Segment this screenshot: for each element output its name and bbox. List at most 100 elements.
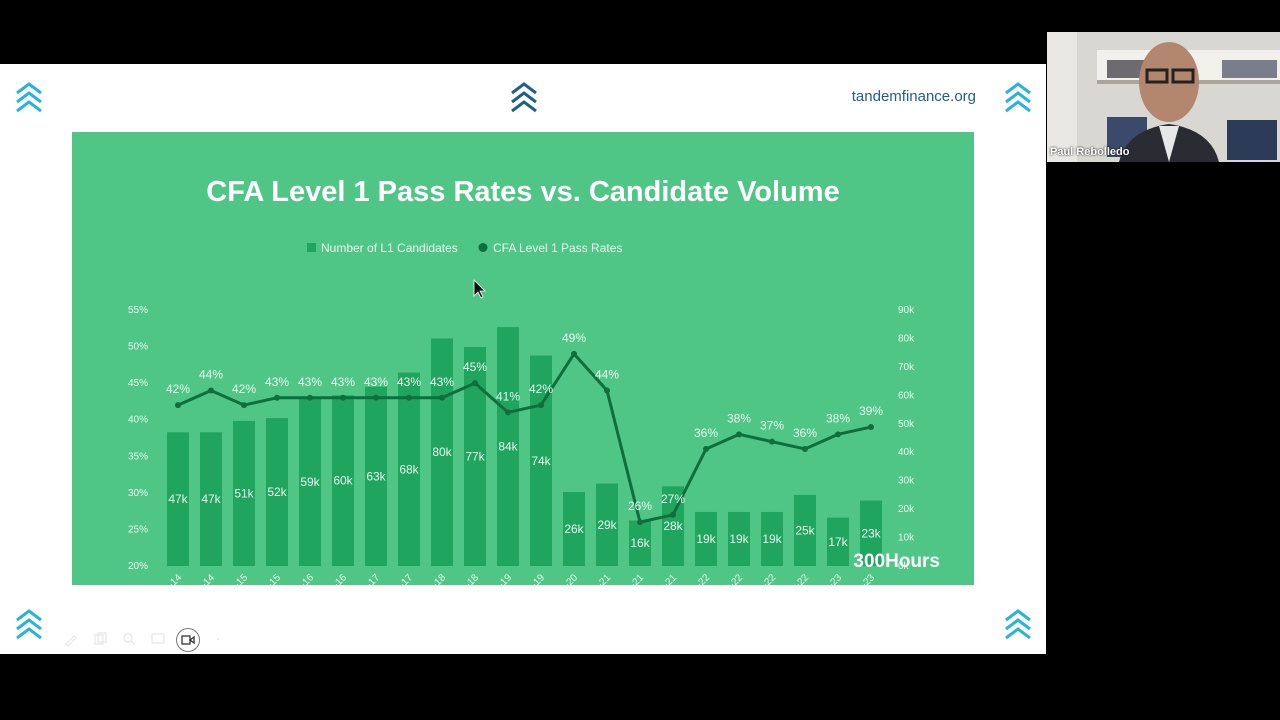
x-tick-label: Jun-16 — [287, 572, 317, 585]
more-icon[interactable] — [207, 628, 229, 650]
bar-data-label: 47k — [168, 492, 188, 506]
bar-data-label: 63k — [366, 469, 386, 483]
bar-data-label: 60k — [333, 474, 353, 488]
pass-rate-data-label: 27% — [661, 492, 685, 506]
legend-label: Number of L1 Candidates — [321, 241, 458, 255]
chevron-logo-icon — [1005, 609, 1031, 640]
pass-rate-data-label: 43% — [364, 375, 388, 389]
screen-icon[interactable] — [147, 628, 169, 650]
pass-rate-data-label: 42% — [232, 382, 256, 396]
x-tick-label: Dec-17 — [385, 572, 416, 585]
x-tick-label: Nov-22 — [781, 572, 812, 585]
bar — [398, 372, 420, 566]
y-left-tick-label: 55% — [128, 305, 148, 316]
bar-data-label: 19k — [762, 532, 782, 546]
pass-rate-data-label: 43% — [265, 375, 289, 389]
pass-rate-point — [175, 402, 181, 409]
bar-data-label: 19k — [729, 532, 749, 546]
bar-data-label: 59k — [300, 475, 320, 489]
pass-rate-data-label: 44% — [595, 367, 619, 381]
y-left-tick-label: 30% — [128, 488, 148, 499]
pass-rate-data-label: 44% — [199, 367, 223, 381]
bar-data-label: 74k — [531, 454, 551, 468]
chevron-logo-icon — [16, 82, 42, 113]
bar-data-label: 28k — [663, 519, 683, 533]
x-tick-label: May-22 — [714, 572, 746, 585]
pen-icon[interactable] — [60, 628, 82, 650]
bar-data-label: 84k — [498, 440, 518, 454]
x-tick-label: May-23 — [846, 572, 878, 585]
pass-rate-data-label: 38% — [727, 411, 751, 425]
bar-data-label: 52k — [267, 485, 287, 499]
y-left-tick-label: 20% — [128, 561, 148, 572]
video-icon[interactable] — [176, 628, 200, 652]
bar — [200, 432, 222, 566]
bar-data-label: 19k — [696, 532, 716, 546]
bar-data-label: 77k — [465, 449, 485, 463]
y-left-tick-label: 45% — [128, 378, 148, 389]
bar-data-label: 51k — [234, 486, 254, 500]
participant-video-frame — [1047, 32, 1280, 162]
pass-rate-data-label: 49% — [562, 331, 586, 345]
x-tick-label: Aug-21 — [616, 572, 647, 585]
participant-name: Paul Rebolledo — [1050, 146, 1130, 158]
pass-rate-point — [340, 394, 346, 401]
legend-swatch-bars — [307, 243, 316, 252]
pass-rate-data-label: 45% — [463, 360, 487, 374]
x-tick-label: Feb-23 — [814, 572, 844, 585]
site-url: tandemfinance.org — [851, 88, 976, 105]
bar — [596, 483, 618, 566]
y-left-tick-label: 40% — [128, 415, 148, 426]
bar-data-label: 68k — [399, 462, 419, 476]
y-left-tick-label: 50% — [128, 342, 148, 353]
legend-label: CFA Level 1 Pass Rates — [493, 241, 622, 255]
bar — [530, 355, 552, 566]
pass-rate-data-label: 36% — [793, 426, 817, 440]
pass-rate-point — [241, 402, 247, 409]
pass-rate-data-label: 39% — [859, 404, 883, 418]
y-right-tick-label: 10k — [898, 533, 915, 544]
chevron-logo-icon — [1005, 82, 1031, 113]
pass-rate-data-label: 43% — [397, 375, 421, 389]
bar — [728, 511, 750, 566]
x-tick-label: Jun-17 — [353, 572, 383, 585]
bar — [695, 511, 717, 566]
participant-video-tile[interactable]: Paul Rebolledo — [1047, 32, 1280, 162]
x-tick-label: Aug-22 — [748, 572, 779, 585]
bar — [761, 511, 783, 566]
bar — [827, 517, 849, 566]
bar — [794, 494, 816, 566]
bar — [332, 395, 354, 566]
bar-data-label: 17k — [828, 535, 848, 549]
bar — [629, 520, 651, 566]
chart-title: CFA Level 1 Pass Rates vs. Candidate Vol… — [206, 176, 840, 208]
pass-rate-line — [177, 351, 872, 524]
y-right-tick-label: 60k — [898, 390, 915, 401]
bar-data-label: 23k — [861, 526, 881, 540]
x-tick-label: Feb-21 — [583, 572, 613, 585]
pass-rate-point — [208, 387, 214, 394]
x-tick-label: Jun-15 — [221, 572, 251, 585]
zoom-icon[interactable] — [118, 628, 140, 650]
copy-icon[interactable] — [89, 628, 111, 650]
y-right-tick-label: 80k — [898, 333, 915, 344]
chart-panel: CFA Level 1 Pass Rates vs. Candidate Vol… — [72, 132, 974, 585]
bar — [563, 492, 585, 566]
pass-rate-point — [835, 431, 841, 438]
bar-data-label: 25k — [795, 523, 815, 537]
bar-data-label: 47k — [201, 492, 221, 506]
x-tick-label: Dec-20 — [550, 572, 581, 585]
y-right-tick-label: 70k — [898, 362, 915, 373]
presentation-slide: tandemfinance.org CFA Level 1 Pass Rates… — [0, 64, 1046, 654]
pass-rate-data-label: 41% — [496, 389, 520, 403]
pass-rate-point — [274, 394, 280, 401]
pass-rate-data-label: 42% — [166, 382, 190, 396]
chevron-logo-icon — [16, 609, 42, 640]
bar — [860, 500, 882, 566]
y-right-tick-label: 30k — [898, 476, 915, 487]
bar-data-label: 80k — [432, 445, 452, 459]
combo-chart: 55% 50% 45% 40% 35% 30% 25% 20% 90k 80k 70k 60k 50k 4… — [128, 241, 915, 585]
pass-rate-data-label: 43% — [430, 375, 454, 389]
pass-rate-data-label: 42% — [529, 382, 553, 396]
x-tick-label: Dec-18 — [451, 572, 482, 585]
